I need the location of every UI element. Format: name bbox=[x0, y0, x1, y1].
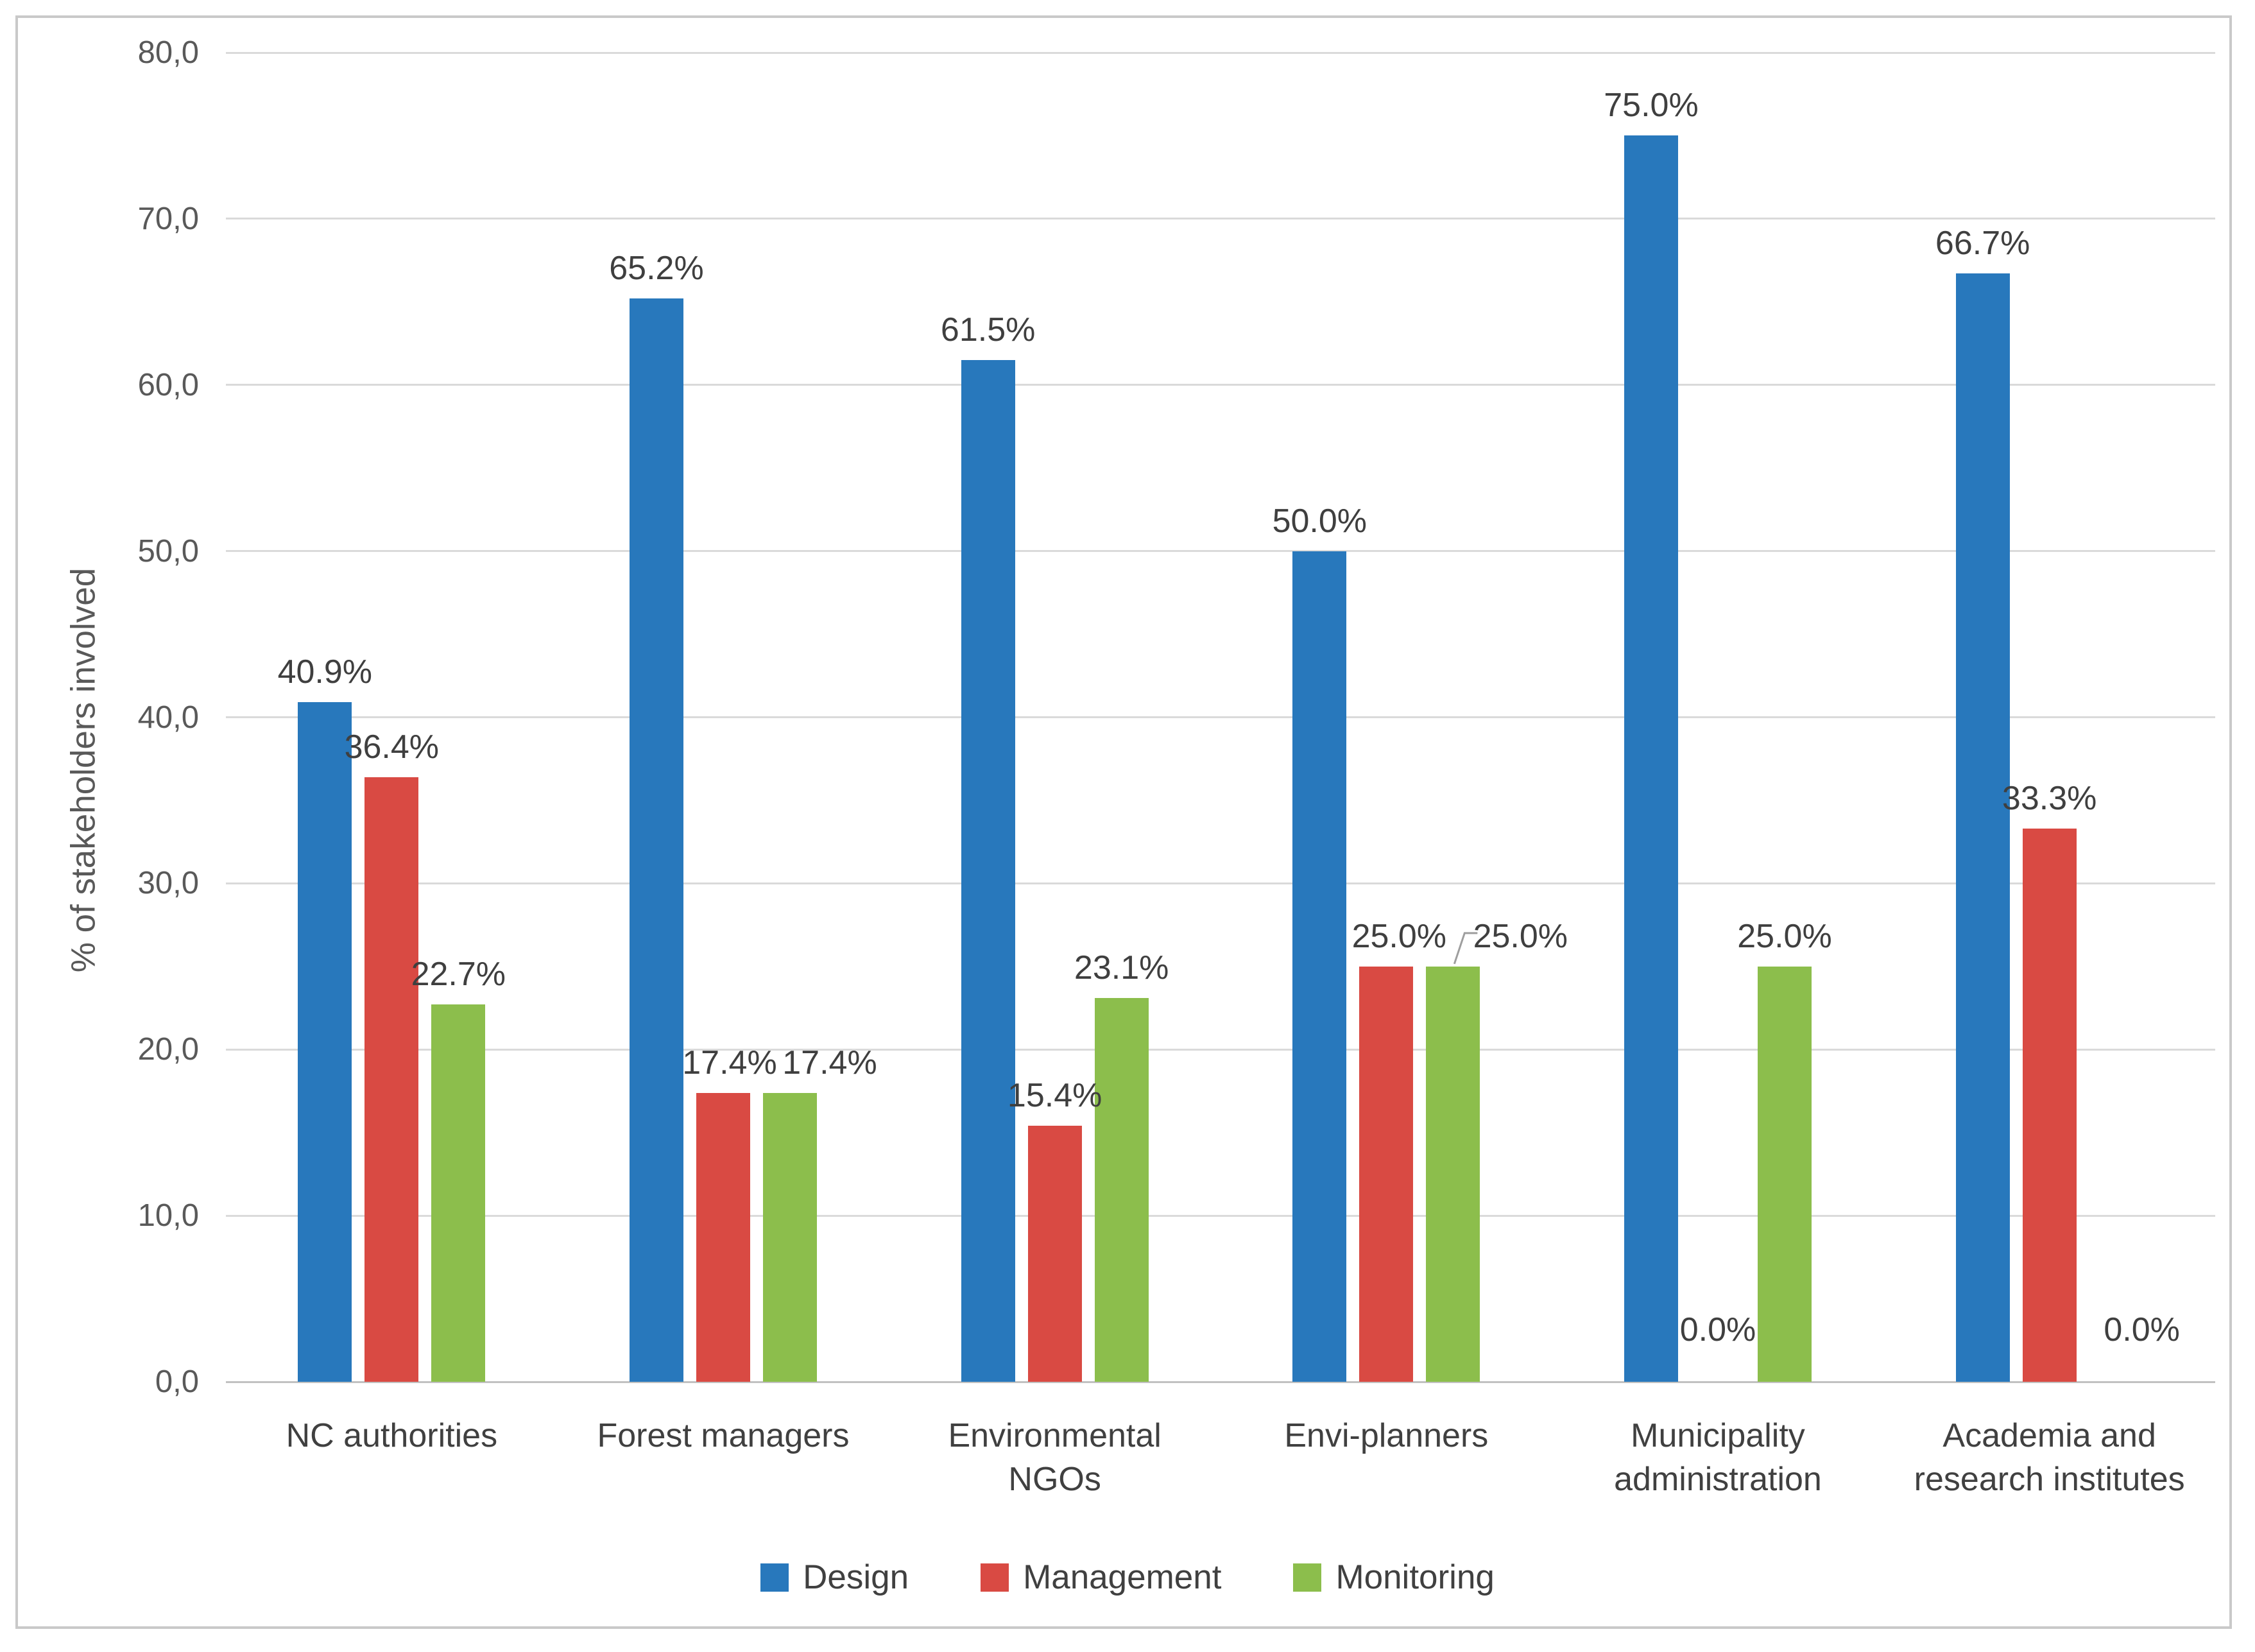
data-label-management-4: 0.0% bbox=[1679, 1311, 1756, 1348]
x-category-label-line: NC authorities bbox=[286, 1417, 498, 1454]
x-category-label-5: Academia and research institutes bbox=[1883, 1414, 2215, 1501]
x-category-label-1: Forest managers bbox=[558, 1414, 889, 1458]
gridline bbox=[226, 218, 2215, 220]
bar-design-2 bbox=[961, 359, 1015, 1382]
data-label-design-3: 50.0% bbox=[1272, 502, 1368, 540]
bar-monitoring-1 bbox=[763, 1092, 817, 1382]
x-category-label-4: Municipality administration bbox=[1552, 1414, 1884, 1501]
y-tick-label: 80,0 bbox=[137, 35, 199, 70]
data-label-monitoring-1: 17.4% bbox=[782, 1044, 877, 1081]
x-category-label-3: Envi-planners bbox=[1221, 1414, 1552, 1458]
gridline bbox=[226, 716, 2215, 718]
y-tick-label: 10,0 bbox=[137, 1198, 199, 1234]
gridline bbox=[226, 882, 2215, 884]
data-label-management-1: 17.4% bbox=[682, 1044, 777, 1081]
data-label-monitoring-0: 22.7% bbox=[411, 956, 506, 994]
gridline bbox=[226, 384, 2215, 386]
data-label-monitoring-5: 0.0% bbox=[2104, 1311, 2180, 1348]
gridline bbox=[226, 550, 2215, 553]
y-tick-label: 50,0 bbox=[137, 533, 199, 569]
data-label-management-5: 33.3% bbox=[2002, 779, 2097, 817]
gridline bbox=[226, 51, 2215, 54]
bar-design-5 bbox=[1955, 273, 2010, 1382]
legend-label: Management bbox=[1023, 1558, 1222, 1596]
bar-management-5 bbox=[2022, 828, 2077, 1382]
data-label-design-0: 40.9% bbox=[277, 653, 373, 691]
y-tick-label: 70,0 bbox=[137, 201, 199, 236]
legend-label: Design bbox=[803, 1558, 909, 1596]
legend-item-design: Design bbox=[760, 1558, 909, 1597]
data-label-design-2: 61.5% bbox=[940, 311, 1036, 348]
x-category-label-line: Municipality bbox=[1631, 1417, 1805, 1454]
bar-design-0 bbox=[298, 702, 352, 1382]
x-category-label-0: NC authorities bbox=[226, 1414, 558, 1458]
y-tick-label: 30,0 bbox=[137, 866, 199, 901]
x-category-label-line: Envi-planners bbox=[1284, 1417, 1489, 1454]
bar-monitoring-4 bbox=[1758, 966, 1812, 1382]
x-category-label-line: research institutes bbox=[1914, 1461, 2185, 1498]
gridline bbox=[226, 1214, 2215, 1217]
x-category-label-line: NGOs bbox=[1008, 1461, 1101, 1498]
bar-design-3 bbox=[1292, 551, 1347, 1382]
bar-management-1 bbox=[696, 1092, 750, 1382]
legend-swatch-management bbox=[981, 1563, 1009, 1592]
y-axis-title: % of stakeholders involved bbox=[64, 567, 103, 973]
data-label-management-3: 25.0% bbox=[1351, 917, 1447, 955]
x-category-label-line: administration bbox=[1614, 1461, 1822, 1498]
bar-monitoring-0 bbox=[431, 1004, 486, 1382]
x-category-label-line: Environmental bbox=[948, 1417, 1162, 1454]
data-label-monitoring-3: 25.0% bbox=[1473, 917, 1568, 955]
y-tick-label: 40,0 bbox=[137, 700, 199, 735]
legend-swatch-design bbox=[760, 1563, 789, 1592]
legend-item-monitoring: Monitoring bbox=[1293, 1558, 1495, 1597]
bar-monitoring-2 bbox=[1094, 997, 1149, 1382]
legend-swatch-monitoring bbox=[1293, 1563, 1322, 1592]
data-label-design-1: 65.2% bbox=[609, 250, 704, 288]
bar-design-4 bbox=[1624, 135, 1678, 1382]
bar-management-0 bbox=[364, 777, 419, 1382]
data-label-management-0: 36.4% bbox=[344, 728, 440, 766]
data-label-management-2: 15.4% bbox=[1007, 1077, 1102, 1115]
y-tick-label: 60,0 bbox=[137, 367, 199, 402]
bar-design-1 bbox=[630, 298, 683, 1382]
data-label-monitoring-2: 23.1% bbox=[1074, 949, 1169, 986]
x-category-label-2: Environmental NGOs bbox=[889, 1414, 1221, 1501]
legend-label: Monitoring bbox=[1335, 1558, 1495, 1596]
gridline bbox=[226, 1048, 2215, 1051]
legend-item-management: Management bbox=[981, 1558, 1221, 1597]
y-tick-label: 20,0 bbox=[137, 1032, 199, 1067]
x-category-label-line: Academia and bbox=[1942, 1417, 2156, 1454]
y-tick-label: 0,0 bbox=[155, 1364, 199, 1399]
bar-management-3 bbox=[1359, 966, 1414, 1382]
data-label-design-5: 66.7% bbox=[1935, 225, 2030, 262]
bar-management-2 bbox=[1027, 1126, 1082, 1382]
x-category-label-line: Forest managers bbox=[597, 1417, 850, 1454]
legend: Design Management Monitoring bbox=[0, 1558, 2255, 1597]
data-label-design-4: 75.0% bbox=[1604, 87, 1699, 125]
x-axis-line bbox=[226, 1381, 2215, 1383]
data-label-monitoring-4: 25.0% bbox=[1737, 917, 1832, 955]
bar-monitoring-3 bbox=[1426, 966, 1480, 1382]
